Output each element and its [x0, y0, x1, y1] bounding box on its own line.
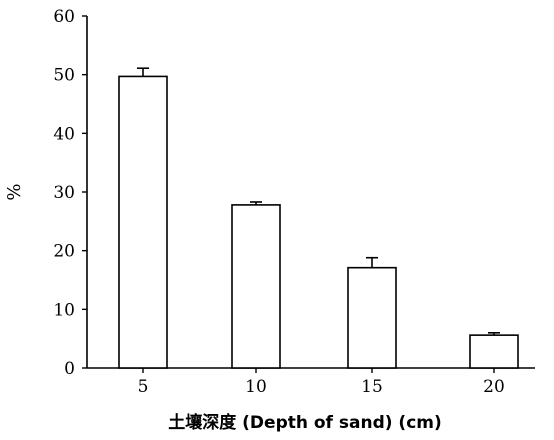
- y-tick-label: 0: [64, 359, 75, 379]
- x-tick-label: 20: [483, 377, 505, 397]
- y-tick-label: 30: [53, 183, 75, 203]
- y-axis: 0 10 20 30 40 50 60: [53, 7, 88, 379]
- x-tick-label: 15: [361, 377, 383, 397]
- bar-10: [231, 204, 281, 369]
- y-tick-label: 20: [53, 242, 75, 262]
- x-tick-label: 5: [138, 377, 149, 397]
- bar-20: [469, 334, 519, 369]
- x-tick-label: 10: [245, 377, 267, 397]
- bar-15: [347, 266, 397, 369]
- y-tick-label: 10: [53, 300, 75, 320]
- y-tick-label: 40: [53, 124, 75, 144]
- y-axis-title: %: [4, 183, 25, 200]
- x-axis-title: 土壤深度 (Depth of sand) (cm): [168, 412, 442, 433]
- bars: [118, 67, 519, 369]
- y-tick-label: 50: [53, 66, 75, 86]
- bar-5: [118, 75, 168, 369]
- x-axis: 5 10 15 20: [87, 367, 535, 397]
- y-tick-label: 60: [53, 7, 75, 27]
